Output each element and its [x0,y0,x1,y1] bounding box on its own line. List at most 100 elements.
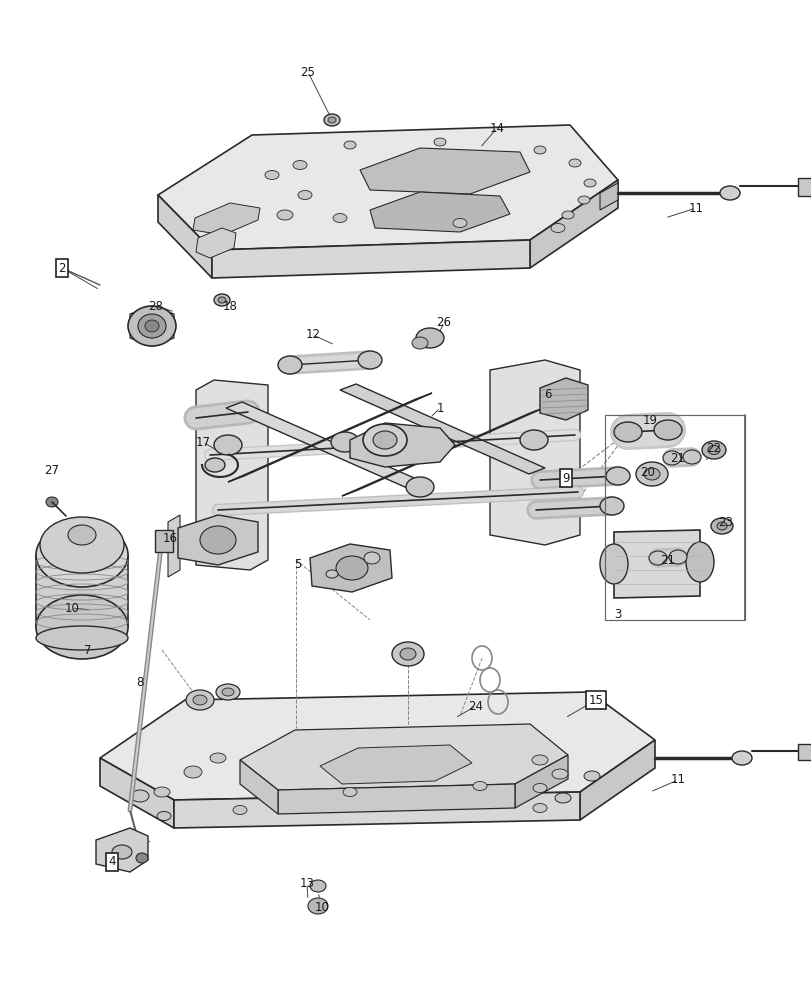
Ellipse shape [551,769,568,779]
Text: 4: 4 [108,855,116,868]
Ellipse shape [112,845,132,859]
Polygon shape [613,530,699,598]
Polygon shape [350,423,454,467]
Text: 24: 24 [468,700,483,712]
Ellipse shape [298,190,311,200]
Ellipse shape [532,783,547,792]
Ellipse shape [40,517,124,573]
Ellipse shape [342,787,357,796]
Ellipse shape [710,518,732,534]
Ellipse shape [702,441,725,459]
Polygon shape [158,195,212,278]
Ellipse shape [325,570,337,578]
Polygon shape [193,203,260,235]
Ellipse shape [605,467,629,485]
Ellipse shape [216,684,240,700]
Polygon shape [370,192,509,232]
Polygon shape [530,180,617,268]
Ellipse shape [135,853,148,863]
Text: 15: 15 [588,694,603,706]
Polygon shape [225,402,430,491]
Ellipse shape [193,695,207,705]
Bar [797,744,811,760]
Text: 5: 5 [294,558,302,570]
Ellipse shape [310,880,325,892]
Ellipse shape [154,787,169,797]
Ellipse shape [400,648,415,660]
Ellipse shape [707,446,719,454]
Ellipse shape [653,420,681,440]
Ellipse shape [583,771,599,781]
Ellipse shape [307,898,328,914]
Ellipse shape [406,477,433,497]
Ellipse shape [221,688,234,696]
Text: 26: 26 [436,316,451,328]
Polygon shape [174,792,579,828]
Ellipse shape [277,356,302,374]
Ellipse shape [68,525,96,545]
Ellipse shape [531,755,547,765]
Ellipse shape [731,751,751,765]
Bar [797,178,811,196]
Text: 28: 28 [148,300,163,312]
Ellipse shape [648,551,666,565]
Ellipse shape [36,626,128,650]
Ellipse shape [233,805,247,814]
Text: 10: 10 [65,601,79,614]
Polygon shape [100,692,654,800]
Polygon shape [310,544,392,592]
Ellipse shape [214,294,230,306]
Ellipse shape [411,337,427,349]
Ellipse shape [336,556,367,580]
Ellipse shape [577,196,590,204]
Ellipse shape [534,146,545,154]
Ellipse shape [613,422,642,442]
Polygon shape [277,784,514,814]
Text: 6: 6 [543,388,551,401]
Ellipse shape [138,314,165,338]
Ellipse shape [551,224,564,232]
Polygon shape [195,380,268,570]
Ellipse shape [532,803,547,812]
Ellipse shape [635,462,667,486]
Polygon shape [320,745,471,784]
Polygon shape [228,393,431,482]
Polygon shape [168,515,180,577]
Polygon shape [178,515,258,565]
Bar [604,415,744,620]
Text: 25: 25 [300,66,315,79]
Ellipse shape [214,435,242,455]
Text: 8: 8 [136,676,144,688]
Ellipse shape [599,544,627,584]
Ellipse shape [157,811,171,820]
Ellipse shape [363,424,406,456]
Text: 13: 13 [299,877,314,890]
Text: 27: 27 [45,464,59,477]
Ellipse shape [264,171,279,180]
Ellipse shape [392,642,423,666]
Polygon shape [514,755,568,808]
Text: 3: 3 [614,607,621,620]
Ellipse shape [599,497,623,515]
Ellipse shape [36,523,128,587]
Ellipse shape [277,210,293,220]
Ellipse shape [128,306,176,346]
Polygon shape [96,828,148,872]
Ellipse shape [210,753,225,763]
Text: 12: 12 [305,328,320,342]
Text: 11: 11 [688,202,702,215]
Ellipse shape [554,793,570,803]
Text: 21: 21 [670,452,684,464]
Text: 18: 18 [222,300,237,312]
Ellipse shape [719,186,739,200]
Text: 1: 1 [436,401,443,414]
Text: 21: 21 [659,554,675,566]
Ellipse shape [333,214,346,223]
Bar [36,555,128,627]
Polygon shape [100,758,174,828]
Ellipse shape [36,595,128,659]
Ellipse shape [643,468,659,480]
Ellipse shape [293,161,307,170]
Ellipse shape [415,328,444,348]
Polygon shape [579,740,654,820]
